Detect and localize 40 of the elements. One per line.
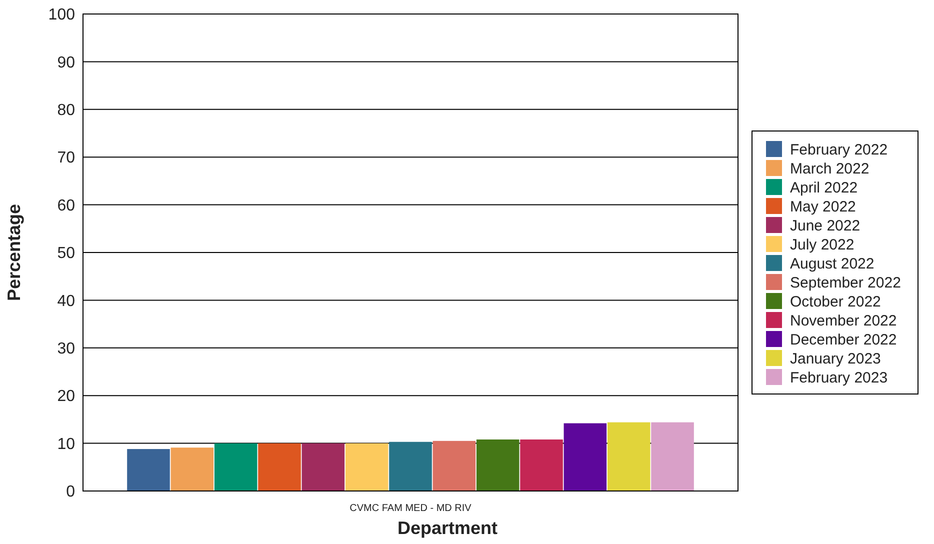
- y-tick-label: 10: [57, 436, 76, 453]
- y-tick-label: 0: [66, 484, 76, 501]
- bar: [345, 443, 388, 491]
- legend-label: January 2023: [790, 350, 881, 368]
- y-tick-label: 70: [57, 150, 76, 167]
- legend-label: November 2022: [790, 312, 897, 330]
- y-tick-label: 100: [48, 6, 76, 24]
- bar: [127, 449, 170, 491]
- x-axis-title: Department: [397, 518, 498, 538]
- y-tick-label: 60: [57, 197, 76, 214]
- legend-label: March 2022: [790, 160, 870, 178]
- legend-label: August 2022: [790, 255, 874, 272]
- y-tick-label: 90: [57, 54, 76, 72]
- y-axis-title: Percentage: [4, 204, 24, 302]
- bar: [651, 422, 694, 491]
- y-tick-label: 40: [57, 292, 76, 310]
- bar: [258, 443, 301, 491]
- y-tick-label: 20: [57, 388, 76, 406]
- legend-label: June 2022: [790, 217, 860, 234]
- bar: [302, 443, 345, 491]
- legend-label: February 2022: [790, 141, 888, 158]
- bar: [607, 422, 650, 491]
- legend-label: September 2022: [790, 274, 901, 292]
- y-tick-label: 30: [57, 340, 76, 358]
- legend-label: December 2022: [790, 331, 897, 348]
- legend-label: April 2022: [790, 179, 858, 196]
- bar: [564, 423, 607, 491]
- legend-label: October 2022: [790, 293, 881, 310]
- bar: [520, 439, 563, 491]
- y-tick-label: 50: [57, 245, 76, 262]
- legend-label: February 2023: [790, 369, 888, 386]
- bar: [476, 439, 520, 491]
- bar: [214, 443, 258, 491]
- legend-label: July 2022: [790, 236, 854, 254]
- x-tick-label: CVMC FAM MED - MD RIV: [350, 503, 472, 514]
- legend-label: May 2022: [790, 198, 856, 216]
- bar: [389, 442, 432, 491]
- bar: [170, 448, 214, 491]
- bar: [432, 440, 476, 491]
- y-tick-label: 80: [57, 102, 76, 119]
